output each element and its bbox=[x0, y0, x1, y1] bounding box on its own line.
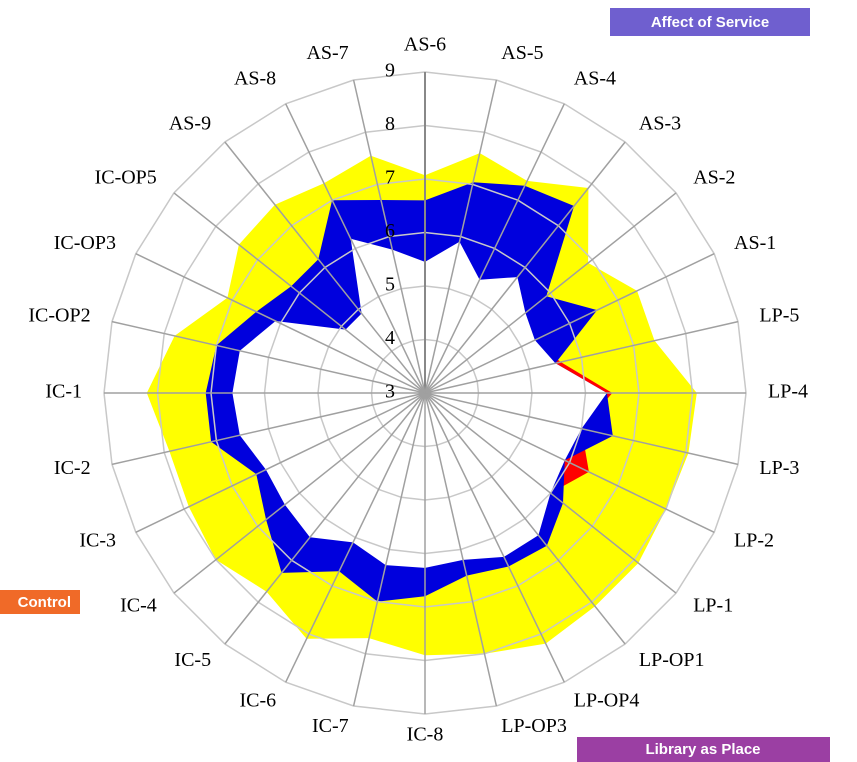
category-label: IC-OP2 bbox=[28, 304, 90, 326]
r-tick-label: 7 bbox=[385, 167, 395, 189]
category-label: LP-OP3 bbox=[501, 715, 567, 737]
category-label: IC-OP5 bbox=[95, 167, 157, 189]
spoke bbox=[424, 320, 739, 394]
spoke bbox=[135, 392, 426, 533]
r-tick-label: 8 bbox=[385, 113, 395, 135]
category-label: IC-2 bbox=[54, 457, 91, 479]
r-tick-label: 4 bbox=[385, 327, 395, 349]
spoke bbox=[352, 392, 426, 707]
spoke bbox=[424, 253, 715, 394]
category-label: AS-4 bbox=[574, 68, 616, 90]
category-label: AS-1 bbox=[734, 232, 776, 254]
category-label: AS-2 bbox=[693, 167, 735, 189]
spoke bbox=[173, 192, 426, 394]
category-label: IC-7 bbox=[312, 715, 349, 737]
category-label: IC-8 bbox=[407, 724, 444, 746]
category-label: LP-4 bbox=[768, 381, 808, 403]
spoke bbox=[424, 79, 498, 394]
category-label: AS-9 bbox=[169, 112, 211, 134]
dimension-labels: Affect of Service Library as Place Contr… bbox=[0, 8, 830, 762]
category-label: LP-3 bbox=[759, 457, 799, 479]
r-tick-label: 9 bbox=[385, 60, 395, 82]
dimension-label: Affect of Service bbox=[651, 14, 769, 31]
spoke bbox=[424, 392, 739, 466]
category-label: IC-4 bbox=[120, 594, 157, 616]
spoke bbox=[285, 392, 426, 683]
spoke bbox=[424, 392, 498, 707]
spoke bbox=[424, 192, 677, 394]
category-label: IC-3 bbox=[79, 529, 116, 551]
spoke bbox=[224, 141, 426, 394]
category-label: LP-1 bbox=[693, 594, 733, 616]
category-label: LP-OP4 bbox=[574, 690, 640, 712]
spoke bbox=[173, 392, 426, 594]
category-label: AS-8 bbox=[234, 68, 276, 90]
spoke bbox=[424, 141, 626, 394]
category-label: IC-OP3 bbox=[54, 232, 116, 254]
category-label: AS-7 bbox=[306, 42, 348, 64]
dimension-label: Control bbox=[18, 594, 71, 611]
spoke bbox=[352, 79, 426, 394]
spoke bbox=[224, 392, 426, 645]
r-tick-label: 6 bbox=[385, 220, 395, 242]
category-label: AS-5 bbox=[501, 42, 543, 64]
dimension-box bbox=[0, 590, 80, 614]
spoke bbox=[424, 392, 626, 645]
category-label: IC-6 bbox=[240, 690, 277, 712]
category-label: LP-5 bbox=[759, 304, 799, 326]
spoke bbox=[424, 103, 565, 394]
spoke bbox=[424, 392, 715, 533]
category-label: IC-5 bbox=[174, 649, 211, 671]
spoke bbox=[285, 103, 426, 394]
category-label: LP-2 bbox=[734, 529, 774, 551]
category-label: AS-3 bbox=[639, 112, 681, 134]
spoke bbox=[111, 320, 426, 394]
spoke bbox=[111, 392, 426, 466]
spoke bbox=[424, 392, 677, 594]
spoke bbox=[135, 253, 426, 394]
dimension-label: Library as Place bbox=[645, 741, 760, 758]
spoke bbox=[424, 392, 565, 683]
dimension-box bbox=[610, 8, 810, 36]
r-tick-label: 3 bbox=[385, 381, 395, 403]
dimension-box bbox=[577, 737, 830, 762]
category-label: IC-1 bbox=[45, 381, 82, 403]
category-label: AS-6 bbox=[404, 34, 446, 56]
r-tick-label: 5 bbox=[385, 274, 395, 296]
category-label: LP-OP1 bbox=[639, 649, 705, 671]
